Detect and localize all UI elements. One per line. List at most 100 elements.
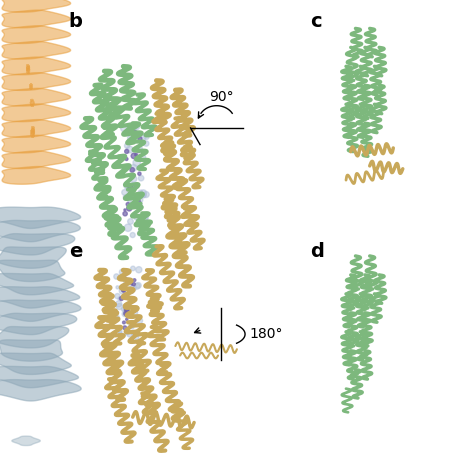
Polygon shape bbox=[2, 135, 71, 153]
Circle shape bbox=[137, 149, 140, 153]
Circle shape bbox=[138, 137, 142, 141]
Circle shape bbox=[132, 332, 136, 336]
Text: 90°: 90° bbox=[209, 90, 234, 104]
Circle shape bbox=[126, 281, 130, 285]
Polygon shape bbox=[0, 287, 80, 308]
Circle shape bbox=[122, 311, 127, 317]
Polygon shape bbox=[31, 126, 35, 135]
Polygon shape bbox=[0, 207, 81, 228]
Circle shape bbox=[124, 209, 126, 211]
Polygon shape bbox=[2, 26, 71, 44]
Circle shape bbox=[128, 164, 131, 168]
Circle shape bbox=[142, 124, 147, 129]
Circle shape bbox=[130, 176, 137, 182]
Circle shape bbox=[125, 143, 130, 148]
Circle shape bbox=[115, 293, 120, 299]
Polygon shape bbox=[0, 220, 80, 242]
Circle shape bbox=[121, 126, 127, 132]
Circle shape bbox=[123, 195, 127, 199]
Circle shape bbox=[122, 289, 126, 292]
Circle shape bbox=[138, 175, 144, 181]
Circle shape bbox=[128, 199, 131, 202]
Circle shape bbox=[137, 206, 139, 208]
Circle shape bbox=[131, 290, 134, 293]
Circle shape bbox=[123, 270, 126, 273]
Circle shape bbox=[121, 307, 126, 311]
Circle shape bbox=[130, 168, 135, 172]
Circle shape bbox=[123, 308, 128, 313]
Circle shape bbox=[138, 172, 141, 175]
Circle shape bbox=[126, 318, 128, 320]
Circle shape bbox=[142, 193, 146, 197]
Polygon shape bbox=[26, 64, 30, 71]
Circle shape bbox=[116, 301, 122, 307]
Circle shape bbox=[126, 202, 129, 206]
Text: 180°: 180° bbox=[250, 327, 283, 341]
Circle shape bbox=[131, 266, 135, 271]
Polygon shape bbox=[0, 380, 81, 401]
Polygon shape bbox=[0, 353, 71, 374]
Polygon shape bbox=[0, 340, 63, 361]
Polygon shape bbox=[30, 128, 35, 138]
Circle shape bbox=[131, 326, 134, 329]
Circle shape bbox=[129, 322, 134, 328]
Polygon shape bbox=[2, 41, 71, 59]
Polygon shape bbox=[0, 234, 75, 255]
Circle shape bbox=[119, 269, 126, 275]
Circle shape bbox=[124, 311, 128, 316]
Polygon shape bbox=[2, 73, 71, 91]
Circle shape bbox=[136, 267, 142, 273]
Circle shape bbox=[133, 159, 140, 166]
Circle shape bbox=[130, 232, 135, 237]
Polygon shape bbox=[0, 300, 81, 321]
Polygon shape bbox=[0, 260, 65, 282]
Text: e: e bbox=[69, 242, 82, 261]
Circle shape bbox=[135, 200, 140, 205]
Circle shape bbox=[114, 274, 119, 279]
Circle shape bbox=[123, 211, 128, 216]
Circle shape bbox=[134, 216, 138, 220]
Circle shape bbox=[143, 191, 149, 198]
Polygon shape bbox=[2, 10, 71, 28]
Circle shape bbox=[125, 331, 128, 335]
Polygon shape bbox=[30, 99, 34, 107]
Circle shape bbox=[131, 153, 137, 159]
Circle shape bbox=[130, 285, 136, 292]
Circle shape bbox=[140, 190, 146, 196]
Polygon shape bbox=[2, 166, 71, 184]
Circle shape bbox=[133, 279, 136, 282]
Circle shape bbox=[141, 215, 148, 222]
Circle shape bbox=[137, 185, 139, 188]
Circle shape bbox=[139, 155, 146, 161]
Circle shape bbox=[129, 182, 136, 189]
Circle shape bbox=[136, 283, 141, 288]
Circle shape bbox=[121, 165, 128, 172]
Circle shape bbox=[127, 331, 133, 337]
Circle shape bbox=[123, 326, 127, 330]
Circle shape bbox=[115, 326, 118, 329]
Circle shape bbox=[127, 206, 132, 211]
Polygon shape bbox=[0, 273, 73, 295]
Polygon shape bbox=[0, 366, 79, 388]
Circle shape bbox=[144, 216, 148, 219]
Polygon shape bbox=[2, 88, 71, 106]
Circle shape bbox=[126, 187, 129, 190]
Polygon shape bbox=[29, 83, 33, 90]
Circle shape bbox=[115, 315, 119, 320]
Circle shape bbox=[118, 329, 122, 333]
Polygon shape bbox=[0, 313, 77, 335]
Circle shape bbox=[125, 308, 129, 311]
Circle shape bbox=[123, 277, 126, 280]
Circle shape bbox=[127, 146, 133, 153]
Text: d: d bbox=[310, 242, 324, 261]
Circle shape bbox=[126, 331, 129, 335]
Circle shape bbox=[128, 219, 133, 224]
Circle shape bbox=[116, 286, 119, 289]
Circle shape bbox=[129, 191, 132, 194]
Circle shape bbox=[129, 195, 133, 198]
Polygon shape bbox=[2, 119, 71, 137]
Circle shape bbox=[134, 335, 139, 340]
Circle shape bbox=[134, 283, 140, 289]
Circle shape bbox=[132, 283, 136, 286]
Circle shape bbox=[137, 202, 142, 207]
